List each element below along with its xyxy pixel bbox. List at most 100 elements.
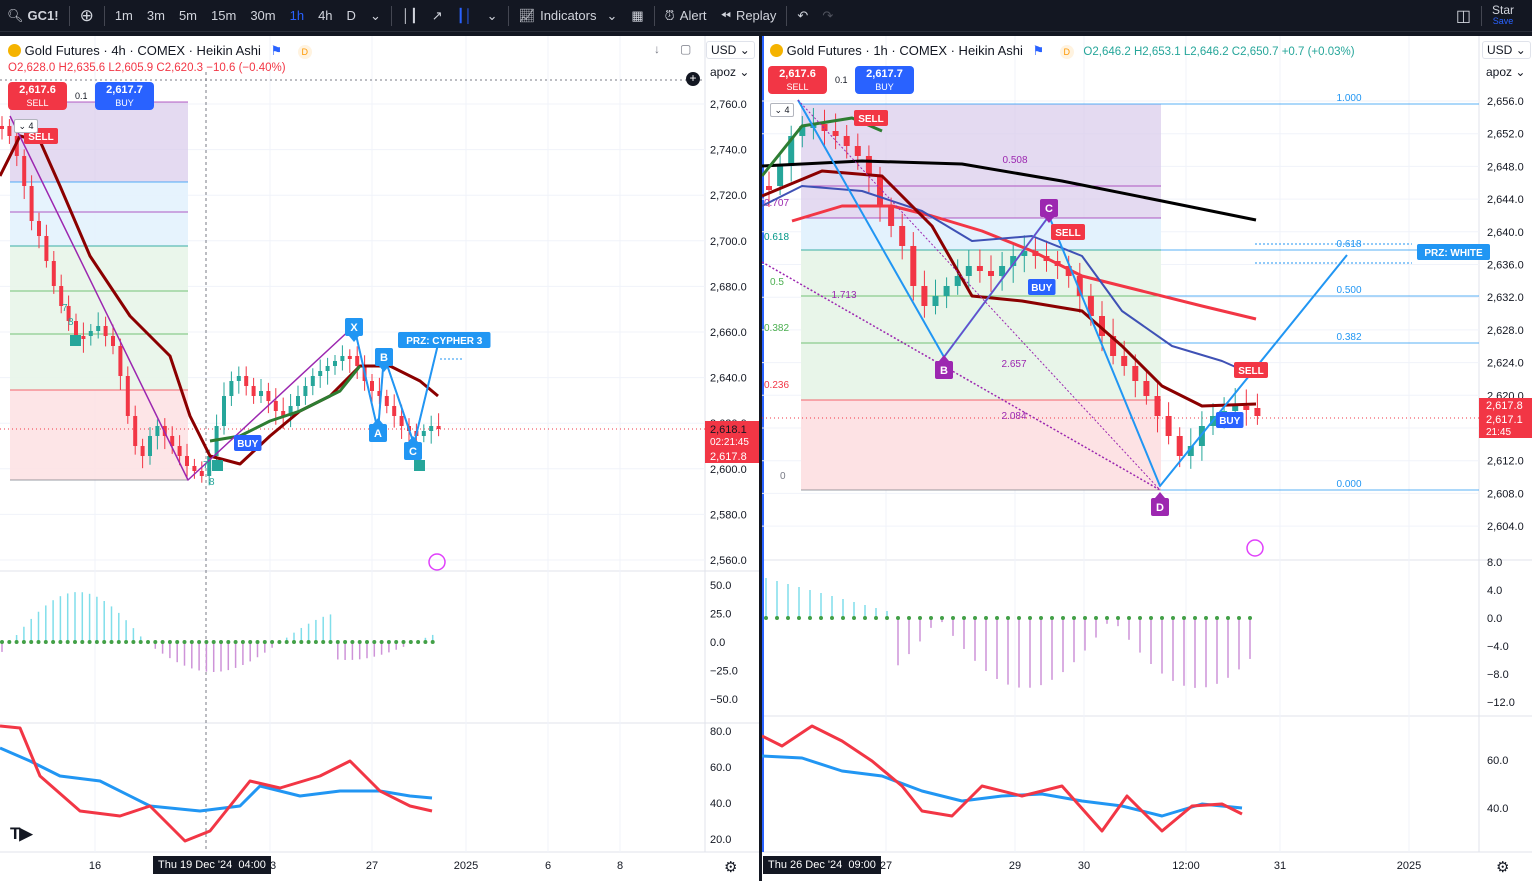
undo-button[interactable]: ↶ — [790, 0, 815, 32]
interval-label: 15m — [211, 8, 237, 23]
right-sell-button[interactable]: 2,617.6 SELL — [768, 66, 827, 94]
separator — [653, 5, 655, 26]
left-layers-toggle[interactable]: ⌄ 4 — [14, 119, 38, 133]
left-price-tick: 2,600.0 — [710, 464, 747, 476]
chart-type-dropdown[interactable]: ⌄ — [480, 0, 505, 32]
templates-button[interactable]: ▦ — [624, 0, 650, 32]
right-price-tick: 2,608.0 — [1487, 488, 1524, 500]
left-qty[interactable]: 0.1 — [75, 91, 88, 101]
chevron-down-icon: ⌄ — [369, 7, 381, 23]
symbol-search[interactable]: 🔍︎ GC1! — [0, 0, 66, 32]
left-sell-button[interactable]: 2,617.6 SELL — [8, 82, 67, 110]
left-buy-button[interactable]: 2,617.7 BUY — [95, 82, 154, 110]
layout-name: Star — [1491, 2, 1514, 17]
osc-dot — [292, 640, 296, 644]
left-chart-pane[interactable]: 2,760.0 2,740.0 2,720.0 2,700.0 2,680.0 2,660… — [0, 36, 759, 881]
left-prz-label-bg — [398, 332, 491, 348]
candle-body — [1143, 381, 1150, 396]
candle-body — [273, 401, 278, 411]
osc-dot — [918, 616, 922, 620]
interval-dropdown[interactable]: ⌄ — [363, 0, 388, 32]
left-price-tick: 2,560.0 — [710, 555, 747, 567]
candle-body — [1132, 366, 1139, 381]
candle-body — [96, 326, 101, 331]
right-qty[interactable]: 0.1 — [835, 75, 848, 85]
interval-D[interactable]: D — [340, 0, 363, 32]
chart-type-bars[interactable]: ┃│ — [450, 0, 480, 32]
save-layout-button[interactable]: Star Save — [1485, 0, 1532, 32]
alert-button[interactable]: ⏰︎ Alert — [658, 0, 714, 32]
chart-type-candles[interactable]: │┃ — [395, 0, 425, 32]
right-chart-pane[interactable]: 2,656.0 2,652.0 2,648.0 2,644.0 2,640.0 2,636… — [762, 36, 1532, 881]
interval-1h[interactable]: 1h — [283, 0, 311, 32]
osc-dot — [1017, 616, 1021, 620]
osc-dot — [430, 640, 435, 644]
separator — [507, 5, 509, 26]
interval-label: 5m — [178, 8, 198, 23]
right-rsi-tick: 60.0 — [1487, 755, 1508, 767]
left-osc-tick: −25.0 — [710, 666, 738, 678]
candle-body — [44, 236, 49, 261]
interval-4h[interactable]: 4h — [311, 0, 339, 32]
settings-gear-icon[interactable]: ⚙ — [724, 859, 738, 876]
right-layers-toggle[interactable]: ⌄ 4 — [770, 103, 794, 117]
candle-body — [1154, 396, 1161, 416]
right-sell-signal: SELL — [858, 114, 884, 125]
right-price-tick: 2,632.0 — [1487, 292, 1524, 304]
osc-dot — [299, 640, 304, 644]
flag-icon: ⚑ — [270, 43, 283, 58]
osc-dot — [343, 640, 348, 644]
pane-divider[interactable] — [759, 32, 762, 881]
indicators-button[interactable]: 📈︎ Indicators ⌄ — [512, 0, 625, 32]
osc-dot — [197, 640, 202, 644]
candle-body — [1198, 426, 1205, 446]
interval-30m[interactable]: 30m — [243, 0, 282, 32]
interval-1m[interactable]: 1m — [108, 0, 140, 32]
right-price-tick: 2,604.0 — [1487, 521, 1524, 533]
right-scale-mode: apoz — [1486, 65, 1513, 79]
candle-body — [229, 381, 234, 396]
osc-dot — [131, 640, 136, 644]
interval-5m[interactable]: 5m — [172, 0, 204, 32]
compare-button[interactable]: ⊕ — [73, 0, 101, 32]
download-icon[interactable]: ↓ — [654, 42, 660, 56]
redo-button[interactable]: ↷ — [815, 0, 840, 32]
osc-dot — [1226, 616, 1230, 620]
point-x: X — [350, 322, 358, 334]
osc-dot — [819, 616, 823, 620]
candle-body — [347, 356, 352, 359]
right-scale-select[interactable]: apoz ⌄ — [1482, 64, 1530, 80]
right-osc-tick: 4.0 — [1487, 585, 1502, 597]
tradingview-logo-icon[interactable]: T▶ — [10, 824, 32, 843]
replay-button[interactable]: ⏪︎ Replay — [714, 0, 784, 32]
add-alert-icon[interactable]: + — [686, 72, 700, 86]
right-bc-line — [943, 215, 1050, 358]
candle-body — [222, 396, 226, 426]
osc-dot — [1094, 616, 1098, 620]
osc-dot — [797, 616, 801, 620]
osc-dot — [984, 616, 988, 620]
candle-body — [7, 126, 12, 136]
layout-button[interactable]: ◫ — [1449, 0, 1478, 32]
osc-dot — [1215, 616, 1219, 620]
left-scale-select[interactable]: apoz ⌄ — [706, 64, 754, 80]
left-currency-select[interactable]: USD ⌄ — [706, 41, 755, 59]
settings-gear-icon[interactable]: ⚙ — [1496, 859, 1510, 876]
left-chart-canvas[interactable]: 2,760.0 2,740.0 2,720.0 2,700.0 2,680.0 2,660… — [0, 36, 759, 881]
right-buy-button[interactable]: 2,617.7 BUY — [855, 66, 914, 94]
candle-body — [1165, 416, 1172, 436]
maximize-icon[interactable]: ▢ — [680, 42, 692, 56]
right-currency-select[interactable]: USD ⌄ — [1482, 41, 1531, 59]
osc-dot — [1127, 616, 1131, 620]
candle-body — [429, 426, 434, 431]
candle-body — [1087, 296, 1094, 316]
osc-dot — [1116, 616, 1120, 620]
right-chart-canvas[interactable]: 2,656.0 2,652.0 2,648.0 2,644.0 2,640.0 2,636… — [762, 36, 1532, 881]
osc-dot — [21, 640, 26, 644]
left-time-tick: 8 — [617, 860, 623, 872]
left-bid-price: 2,617.8 — [710, 451, 747, 463]
chart-type-line[interactable]: ↗ — [425, 0, 450, 32]
candle-body — [14, 136, 19, 156]
interval-3m[interactable]: 3m — [140, 0, 172, 32]
interval-15m[interactable]: 15m — [204, 0, 243, 32]
